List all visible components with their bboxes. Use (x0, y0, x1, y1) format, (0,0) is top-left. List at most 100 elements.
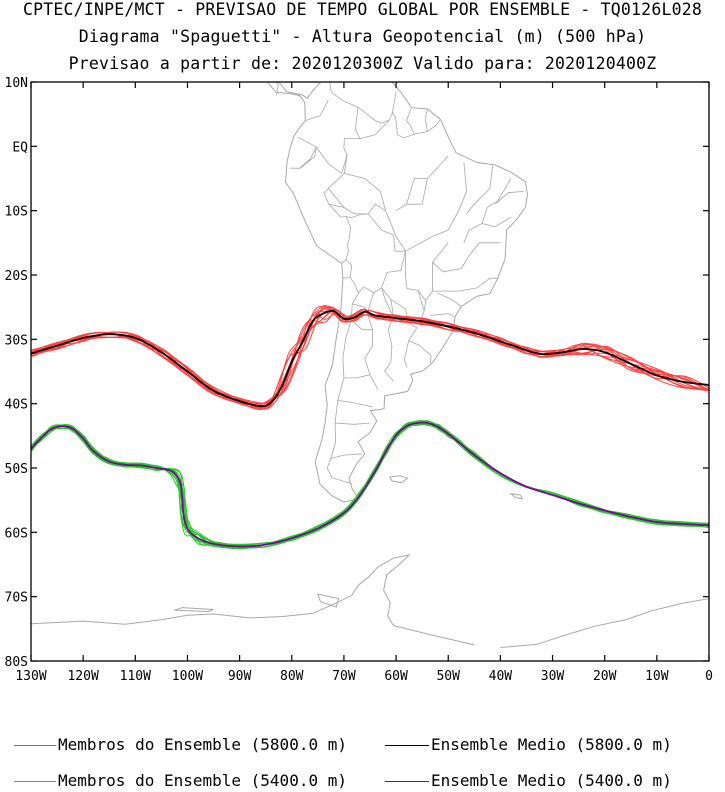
ensemble-member-line (31, 422, 709, 548)
legend-label-mean-5800: Ensemble Medio (5800.0 m) (431, 735, 672, 754)
y-tick-label: 10N (5, 76, 28, 91)
ensemble-member-line (31, 422, 709, 548)
coastline (174, 607, 214, 613)
y-tick-label: EQ (12, 140, 28, 155)
country-border (381, 251, 427, 325)
coastline (266, 0, 321, 19)
country-border (299, 146, 317, 169)
country-border (432, 242, 501, 273)
country-border (481, 178, 512, 224)
x-tick-label: 100W (172, 669, 203, 684)
country-border (437, 292, 462, 307)
country-border (417, 290, 425, 312)
country-border (337, 400, 373, 408)
ensemble-member-line (31, 420, 709, 550)
legend-swatch-members-5400 (14, 781, 56, 782)
title-line-3: Previsao a partir de: 2020120300Z Valido… (68, 54, 657, 73)
y-tick-label: 60S (5, 526, 28, 541)
ensemble-member-line (31, 305, 707, 404)
country-border (344, 173, 386, 211)
coastline (266, 82, 529, 503)
country-border (345, 213, 407, 294)
ensemble-member-line (31, 420, 709, 548)
country-border (305, 99, 329, 121)
coastline (389, 475, 409, 484)
x-tick-label: 90W (228, 669, 252, 684)
y-tick-label: 20S (5, 269, 28, 284)
y-tick-label: 40S (5, 398, 28, 413)
legend-swatch-mean-5800 (385, 745, 429, 746)
country-border (432, 277, 498, 292)
country-border (424, 108, 428, 132)
plot-frame (30, 81, 710, 662)
country-border (357, 106, 393, 124)
country-border (405, 162, 467, 252)
country-border (391, 91, 441, 139)
legend-row-5800: Membros do Ensemble (5800.0 m) Ensemble … (0, 735, 725, 755)
ensemble-member-line (31, 423, 709, 549)
x-tick-label: 20W (593, 669, 617, 684)
coastline (317, 593, 340, 608)
country-border (276, 82, 279, 95)
title-line-1: CPTEC/INPE/MCT - PREVISAO DE TEMPO GLOBA… (23, 0, 702, 19)
y-tick-label: 30S (5, 333, 28, 348)
y-tick-label: 10S (5, 205, 28, 220)
x-tick-label: 70W (332, 669, 356, 684)
x-tick-label: 50W (436, 669, 460, 684)
country-border (408, 340, 432, 364)
legend-row-5400: Membros do Ensemble (5400.0 m) Ensemble … (0, 771, 725, 791)
x-tick-label: 0 (705, 669, 713, 684)
country-border (328, 203, 344, 208)
legend-swatch-mean-5400 (385, 781, 429, 782)
country-border (335, 422, 371, 425)
ensemble-member-line (31, 420, 709, 549)
x-tick-label: 110W (120, 669, 151, 684)
y-tick-label: 80S (5, 655, 28, 670)
country-border (364, 292, 379, 390)
country-border (406, 108, 415, 135)
country-border (395, 178, 428, 212)
country-border (381, 287, 394, 317)
coastline-layer (31, 0, 709, 648)
country-border (368, 203, 406, 252)
x-tick-label: 80W (280, 669, 304, 684)
country-border (343, 374, 371, 379)
coastline (31, 554, 475, 646)
country-border (297, 82, 361, 175)
country-border (290, 146, 317, 169)
ensemble-mean-line (31, 421, 709, 548)
x-tick-label: 120W (67, 669, 98, 684)
country-border (494, 191, 524, 205)
ensemble-mean-line (31, 309, 709, 408)
country-border (330, 453, 363, 459)
country-border (429, 313, 456, 318)
country-border (463, 216, 512, 243)
coastline (321, 19, 352, 33)
country-border (403, 322, 418, 368)
coastline (278, 82, 287, 92)
title-line-2: Diagrama "Spaguetti" - Altura Geopotenci… (78, 27, 647, 46)
legend-label-members-5800: Membros do Ensemble (5800.0 m) (58, 735, 347, 754)
y-tick-label: 50S (5, 462, 28, 477)
axes: 130W 120W 110W 100W 90W 80W 70W 60W 50W 40W 30W 20W… (5, 76, 713, 684)
x-tick-label: 60W (384, 669, 408, 684)
ensemble-member-line (31, 420, 709, 548)
country-border (384, 316, 394, 382)
legend-label-members-5400: Membros do Ensemble (5400.0 m) (58, 771, 347, 790)
country-border (425, 242, 449, 301)
ensemble-member-line (31, 422, 709, 548)
ensemble-member-line (31, 420, 708, 550)
x-tick-label: 30W (541, 669, 565, 684)
country-border (342, 277, 351, 279)
country-border (326, 292, 359, 484)
x-tick-label: 40W (489, 669, 513, 684)
coastline (508, 492, 524, 500)
legend-swatch-members-5800 (14, 745, 56, 746)
country-border (406, 155, 449, 205)
coastline (500, 598, 709, 648)
ensemble-member-line (31, 422, 709, 545)
legend-label-mean-5400: Ensemble Medio (5400.0 m) (431, 771, 672, 790)
contour-layer (31, 305, 709, 550)
x-tick-label: 10W (645, 669, 669, 684)
